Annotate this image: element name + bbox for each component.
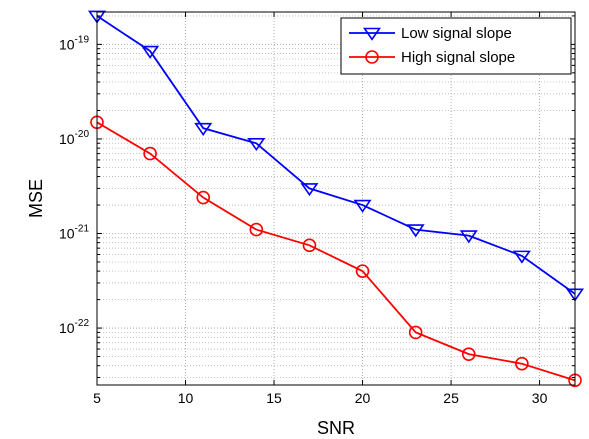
data-point <box>87 10 107 24</box>
x-tick-label: 5 <box>93 390 101 406</box>
data-point <box>300 183 319 197</box>
legend-item: High signal slope <box>349 49 515 66</box>
series-line <box>96 121 576 382</box>
ticks: 5 10 15 20 25 30 10-22 10-21 10-20 10-19 <box>59 12 575 406</box>
data-point <box>515 356 529 371</box>
legend-item: Low signal slope <box>349 25 512 42</box>
data-point <box>302 238 317 253</box>
data-point <box>459 230 478 244</box>
y-axis-title: MSE <box>26 179 46 218</box>
series-high-signal-slope <box>90 115 582 388</box>
data-point <box>512 250 531 264</box>
legend: Low signal slope High signal slope <box>340 17 572 75</box>
data-point <box>194 122 213 136</box>
x-tick-label: 15 <box>266 390 282 406</box>
data-point <box>249 222 264 237</box>
x-tick-label: 30 <box>532 390 548 406</box>
grid <box>97 12 575 385</box>
y-tick-label: 10-19 <box>59 34 89 52</box>
series-low-signal-slope <box>87 10 585 302</box>
x-axis-title: SNR <box>317 418 355 438</box>
x-tick-label: 20 <box>355 390 371 406</box>
data-point <box>141 45 160 59</box>
data-point <box>408 325 423 340</box>
data-point <box>353 199 372 213</box>
y-tick-label: 10-20 <box>59 129 89 147</box>
data-point <box>143 146 157 161</box>
y-tick-label: 10-21 <box>59 224 89 242</box>
data-point <box>247 137 266 152</box>
legend-label: High signal slope <box>401 49 515 66</box>
data-point <box>406 224 425 238</box>
legend-marker <box>362 27 382 41</box>
legend-box <box>340 17 572 75</box>
legend-marker <box>365 50 379 64</box>
data-point <box>196 190 211 205</box>
data-point <box>461 347 476 361</box>
data-point <box>355 264 370 278</box>
x-tick-label: 10 <box>178 390 194 406</box>
plot-frame <box>96 11 576 386</box>
series-layer <box>87 10 585 388</box>
series-line <box>96 15 576 295</box>
legend-label: Low signal slope <box>401 25 512 42</box>
y-tick-label: 10-22 <box>59 318 89 336</box>
x-tick-label: 25 <box>443 390 459 406</box>
